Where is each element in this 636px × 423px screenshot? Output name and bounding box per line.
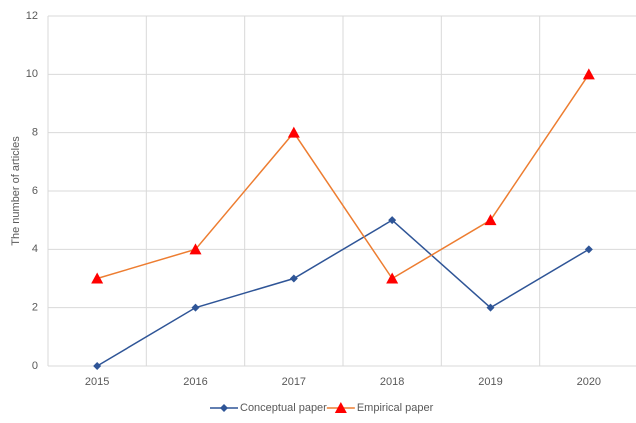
x-tick-label: 2019	[478, 376, 502, 388]
y-tick-label: 2	[32, 302, 38, 314]
x-tick-label: 2017	[282, 376, 306, 388]
marker	[93, 362, 102, 370]
x-tick-label: 2020	[577, 376, 601, 388]
marker	[386, 272, 399, 284]
y-axis-label: The number of articles	[10, 136, 22, 246]
x-tick-label: 2018	[380, 376, 404, 388]
y-tick-label: 10	[26, 68, 38, 80]
x-tick-label: 2015	[85, 376, 109, 388]
x-tick-label: 2016	[183, 376, 207, 388]
legend-marker	[334, 402, 347, 413]
series-line	[96, 73, 590, 280]
marker	[388, 216, 397, 225]
marker	[584, 245, 593, 254]
y-tick-label: 4	[32, 243, 38, 255]
marker	[289, 274, 298, 283]
legend-label: Empirical paper	[357, 402, 434, 414]
y-tick-label: 12	[26, 10, 38, 22]
marker	[189, 243, 202, 255]
legend-label: Conceptual paper	[240, 402, 327, 414]
marker	[582, 68, 595, 80]
series-line	[96, 219, 590, 367]
y-tick-label: 0	[32, 360, 38, 372]
marker	[287, 126, 300, 138]
marker	[191, 303, 200, 312]
marker	[484, 214, 497, 226]
legend-marker	[220, 404, 228, 412]
marker	[486, 303, 495, 312]
y-tick-label: 8	[32, 127, 38, 139]
marker	[91, 272, 104, 284]
y-tick-label: 6	[32, 185, 38, 197]
